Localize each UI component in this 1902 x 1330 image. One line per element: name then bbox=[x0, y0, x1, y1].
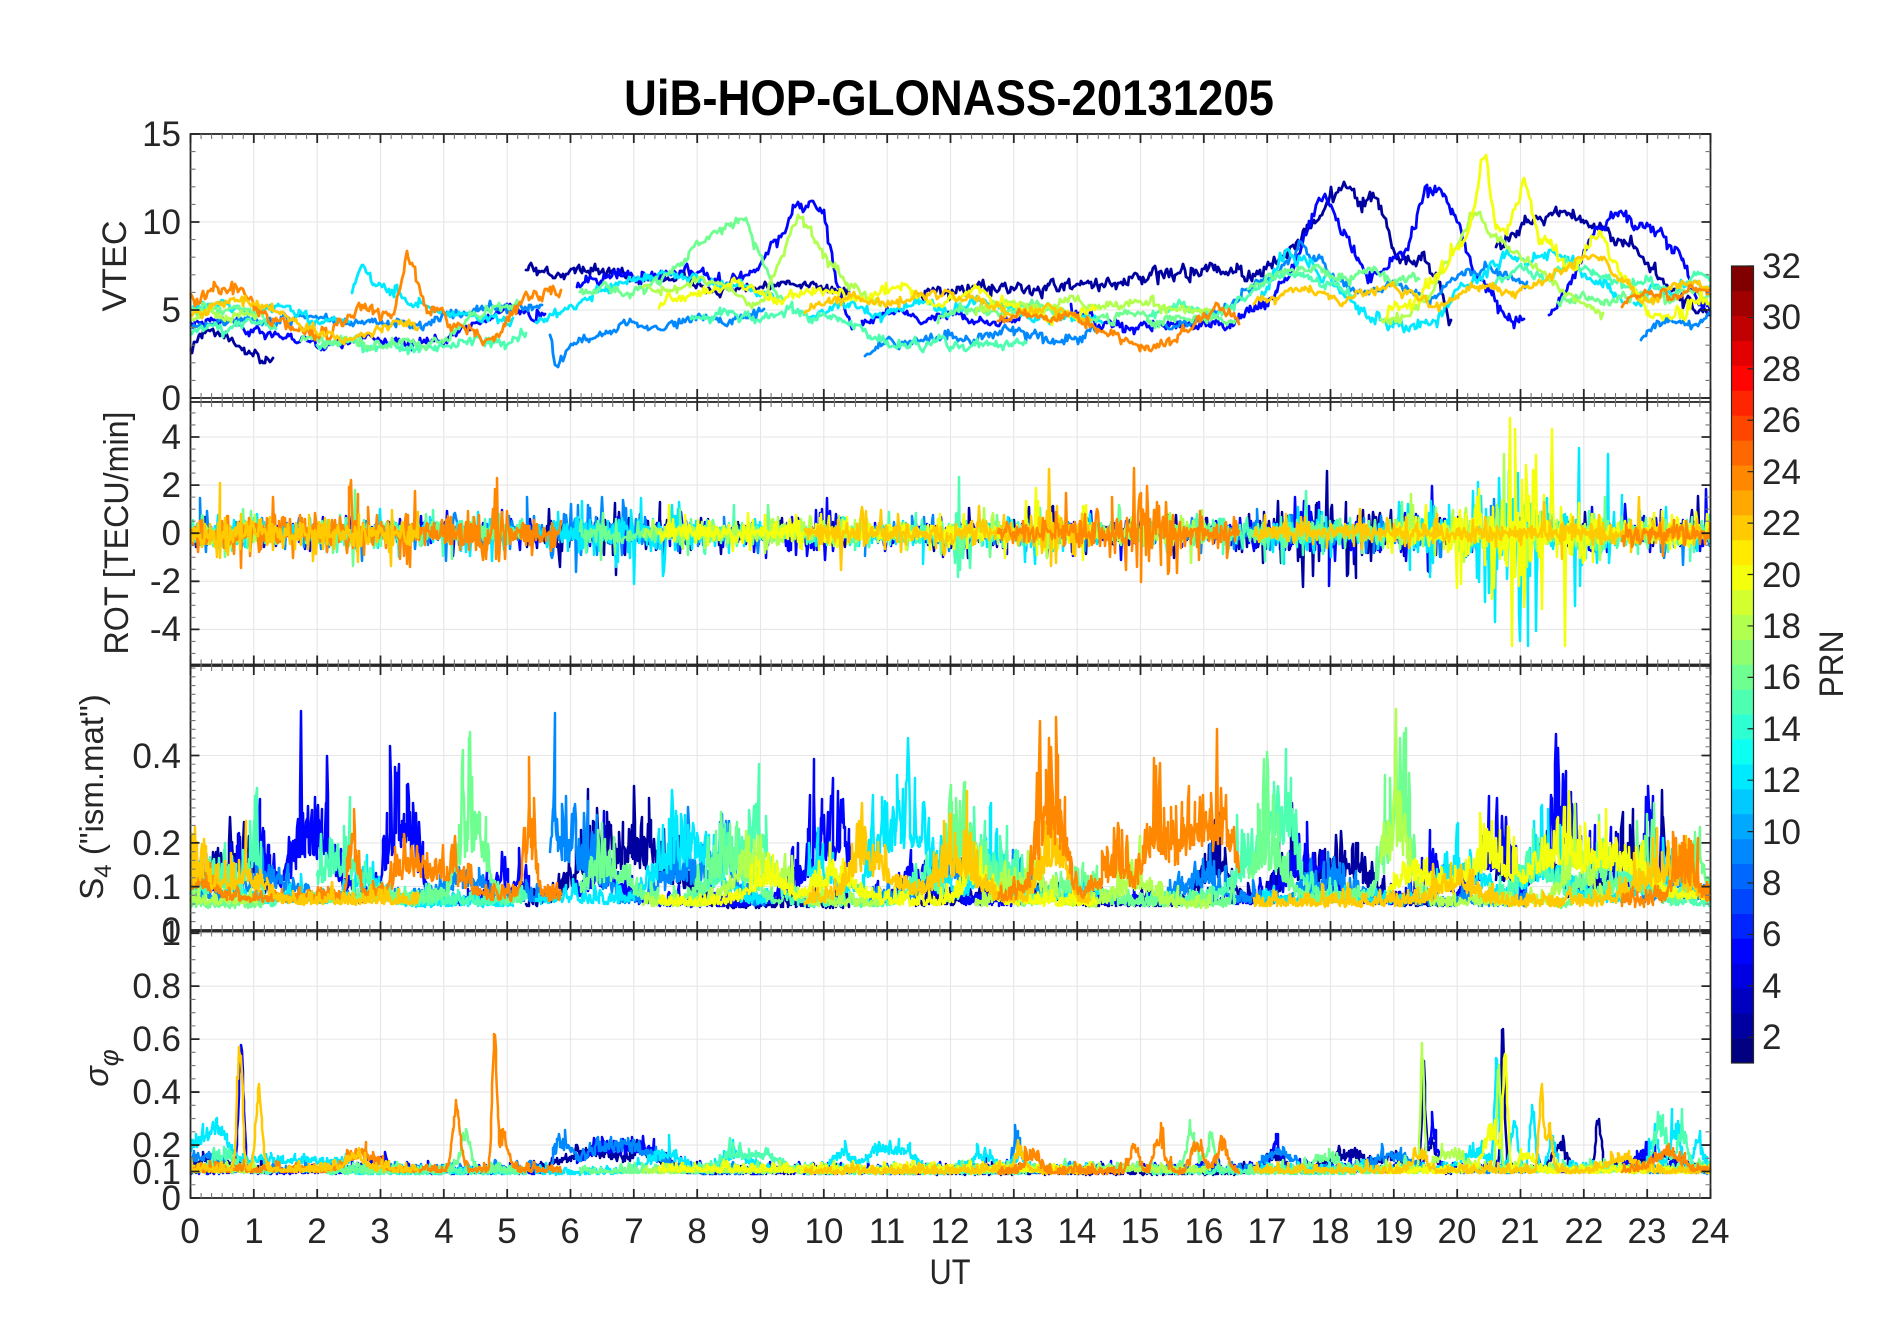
svg-text:10: 10 bbox=[1762, 813, 1801, 852]
svg-text:21: 21 bbox=[1501, 1212, 1540, 1251]
svg-text:8: 8 bbox=[687, 1212, 706, 1251]
svg-text:0: 0 bbox=[162, 379, 181, 418]
svg-text:1: 1 bbox=[162, 914, 181, 953]
svg-text:2: 2 bbox=[1762, 1018, 1781, 1057]
svg-text:14: 14 bbox=[1058, 1212, 1097, 1251]
svg-text:12: 12 bbox=[1762, 761, 1801, 800]
svg-text:7: 7 bbox=[624, 1212, 643, 1251]
svg-text:-4: -4 bbox=[150, 610, 181, 649]
svg-text:13: 13 bbox=[995, 1212, 1034, 1251]
svg-text:10: 10 bbox=[142, 203, 181, 242]
svg-text:0.4: 0.4 bbox=[132, 1073, 181, 1112]
svg-text:0.2: 0.2 bbox=[132, 824, 181, 863]
svg-text:9: 9 bbox=[750, 1212, 769, 1251]
svg-text:20: 20 bbox=[1762, 556, 1801, 595]
svg-text:4: 4 bbox=[162, 418, 181, 457]
svg-text:20: 20 bbox=[1438, 1212, 1477, 1251]
svg-text:0.6: 0.6 bbox=[132, 1020, 181, 1059]
svg-text:6: 6 bbox=[560, 1212, 579, 1251]
svg-text:6: 6 bbox=[1762, 915, 1781, 954]
svg-text:8: 8 bbox=[1762, 864, 1781, 903]
svg-text:26: 26 bbox=[1762, 401, 1801, 440]
svg-text:22: 22 bbox=[1565, 1212, 1604, 1251]
svg-text:24: 24 bbox=[1691, 1212, 1730, 1251]
svg-text:0.1: 0.1 bbox=[132, 868, 181, 907]
svg-text:0: 0 bbox=[162, 911, 181, 950]
svg-text:0: 0 bbox=[162, 1179, 181, 1218]
svg-text:2: 2 bbox=[162, 466, 181, 505]
svg-text:4: 4 bbox=[1762, 967, 1781, 1006]
svg-text:0.2: 0.2 bbox=[132, 1126, 181, 1165]
svg-text:5: 5 bbox=[162, 291, 181, 330]
svg-text:15: 15 bbox=[1121, 1212, 1160, 1251]
svg-text:-2: -2 bbox=[150, 562, 181, 601]
svg-text:32: 32 bbox=[1762, 247, 1801, 286]
svg-text:1: 1 bbox=[244, 1212, 263, 1251]
svg-text:0: 0 bbox=[162, 514, 181, 553]
svg-text:10: 10 bbox=[805, 1212, 844, 1251]
svg-text:16: 16 bbox=[1762, 658, 1801, 697]
svg-text:28: 28 bbox=[1762, 350, 1801, 389]
svg-text:4: 4 bbox=[434, 1212, 453, 1251]
svg-text:14: 14 bbox=[1762, 710, 1801, 749]
svg-text:0.8: 0.8 bbox=[132, 967, 181, 1006]
svg-text:2: 2 bbox=[307, 1212, 326, 1251]
svg-text:UT: UT bbox=[930, 1253, 971, 1292]
svg-text:12: 12 bbox=[931, 1212, 970, 1251]
svg-text:PRN: PRN bbox=[1813, 631, 1851, 698]
svg-text:18: 18 bbox=[1762, 607, 1801, 646]
svg-text:0: 0 bbox=[180, 1212, 199, 1251]
svg-text:22: 22 bbox=[1762, 504, 1801, 543]
svg-text:24: 24 bbox=[1762, 453, 1801, 492]
svg-text:0.1: 0.1 bbox=[132, 1153, 181, 1192]
svg-text:VTEC: VTEC bbox=[96, 221, 134, 312]
svg-text:18: 18 bbox=[1311, 1212, 1350, 1251]
svg-text:15: 15 bbox=[142, 115, 181, 154]
svg-text:30: 30 bbox=[1762, 298, 1801, 337]
svg-text:17: 17 bbox=[1248, 1212, 1287, 1251]
svg-text:5: 5 bbox=[497, 1212, 516, 1251]
svg-text:11: 11 bbox=[869, 1212, 905, 1251]
svg-text:0.4: 0.4 bbox=[132, 737, 181, 776]
svg-text:UiB-HOP-GLONASS-20131205: UiB-HOP-GLONASS-20131205 bbox=[624, 70, 1274, 126]
svg-text:ROT [TECU/min]: ROT [TECU/min] bbox=[98, 412, 136, 655]
svg-text:16: 16 bbox=[1185, 1212, 1224, 1251]
svg-text:19: 19 bbox=[1375, 1212, 1414, 1251]
svg-text:3: 3 bbox=[370, 1212, 389, 1251]
svg-text:23: 23 bbox=[1628, 1212, 1667, 1251]
